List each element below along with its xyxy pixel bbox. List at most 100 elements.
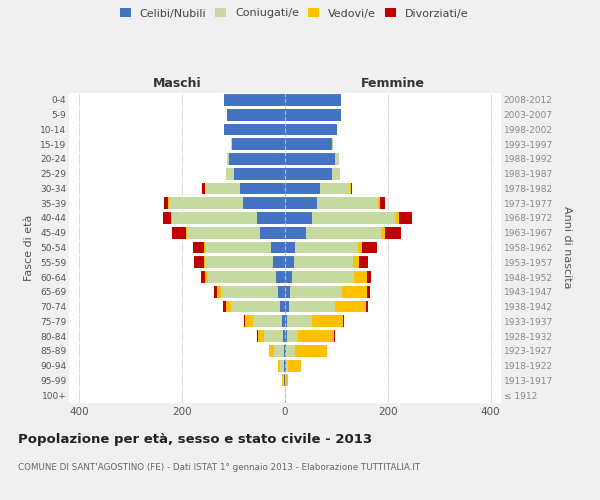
Bar: [335, 153, 339, 165]
Bar: [164, 198, 168, 209]
Bar: [285, 168, 332, 179]
Bar: [353, 256, 359, 268]
Bar: [287, 316, 312, 327]
Bar: [366, 300, 368, 312]
Bar: [278, 360, 280, 372]
Bar: [227, 153, 229, 165]
Bar: [290, 286, 341, 298]
Bar: [271, 242, 285, 254]
Bar: [186, 227, 187, 238]
Bar: [298, 330, 334, 342]
Bar: [172, 227, 186, 238]
Bar: [367, 286, 370, 298]
Bar: [226, 168, 233, 179]
Bar: [292, 271, 354, 283]
Bar: [204, 256, 205, 268]
Bar: [395, 212, 399, 224]
Bar: [253, 316, 283, 327]
Bar: [205, 182, 240, 194]
Bar: [285, 212, 312, 224]
Bar: [320, 182, 350, 194]
Bar: [205, 242, 271, 254]
Bar: [285, 256, 294, 268]
Bar: [285, 330, 287, 342]
Bar: [285, 94, 341, 106]
Bar: [312, 316, 343, 327]
Bar: [257, 330, 258, 342]
Bar: [343, 316, 344, 327]
Bar: [332, 168, 340, 179]
Bar: [258, 330, 265, 342]
Bar: [354, 271, 367, 283]
Bar: [194, 256, 204, 268]
Y-axis label: Anni di nascita: Anni di nascita: [562, 206, 572, 289]
Bar: [205, 256, 273, 268]
Bar: [285, 374, 286, 386]
Bar: [224, 94, 285, 106]
Bar: [217, 286, 221, 298]
Bar: [335, 300, 366, 312]
Bar: [288, 360, 301, 372]
Bar: [171, 212, 172, 224]
Bar: [294, 256, 353, 268]
Bar: [201, 271, 205, 283]
Bar: [221, 286, 278, 298]
Bar: [204, 242, 205, 254]
Legend: Celibi/Nubili, Coniugati/e, Vedovi/e, Divorziati/e: Celibi/Nubili, Coniugati/e, Vedovi/e, Di…: [119, 8, 469, 18]
Bar: [283, 316, 285, 327]
Bar: [285, 286, 290, 298]
Bar: [240, 182, 285, 194]
Bar: [276, 271, 285, 283]
Bar: [229, 153, 285, 165]
Bar: [168, 198, 169, 209]
Bar: [278, 286, 285, 298]
Bar: [285, 242, 295, 254]
Bar: [350, 182, 351, 194]
Bar: [280, 360, 284, 372]
Bar: [283, 374, 284, 386]
Bar: [233, 168, 285, 179]
Bar: [362, 242, 377, 254]
Bar: [285, 300, 289, 312]
Bar: [232, 138, 285, 150]
Bar: [163, 212, 171, 224]
Bar: [285, 182, 320, 194]
Bar: [295, 345, 327, 356]
Bar: [285, 345, 286, 356]
Bar: [305, 227, 381, 238]
Bar: [286, 360, 288, 372]
Bar: [334, 330, 335, 342]
Bar: [223, 300, 226, 312]
Bar: [283, 330, 285, 342]
Bar: [169, 198, 243, 209]
Bar: [245, 316, 253, 327]
Bar: [317, 198, 377, 209]
Text: Popolazione per età, sesso e stato civile - 2013: Popolazione per età, sesso e stato civil…: [18, 432, 372, 446]
Bar: [226, 300, 231, 312]
Bar: [265, 330, 283, 342]
Bar: [202, 182, 205, 194]
Bar: [231, 300, 280, 312]
Bar: [284, 345, 285, 356]
Bar: [285, 138, 332, 150]
Bar: [285, 108, 341, 120]
Bar: [187, 227, 260, 238]
Bar: [286, 374, 287, 386]
Bar: [227, 108, 285, 120]
Bar: [224, 124, 285, 136]
Bar: [208, 271, 276, 283]
Bar: [358, 242, 362, 254]
Text: Maschi: Maschi: [152, 77, 202, 90]
Bar: [205, 271, 208, 283]
Bar: [285, 198, 317, 209]
Bar: [312, 212, 395, 224]
Bar: [214, 286, 217, 298]
Bar: [351, 182, 352, 194]
Bar: [295, 242, 358, 254]
Bar: [380, 198, 385, 209]
Bar: [285, 227, 305, 238]
Bar: [332, 138, 334, 150]
Bar: [273, 256, 285, 268]
Bar: [193, 242, 204, 254]
Y-axis label: Fasce di età: Fasce di età: [25, 214, 34, 280]
